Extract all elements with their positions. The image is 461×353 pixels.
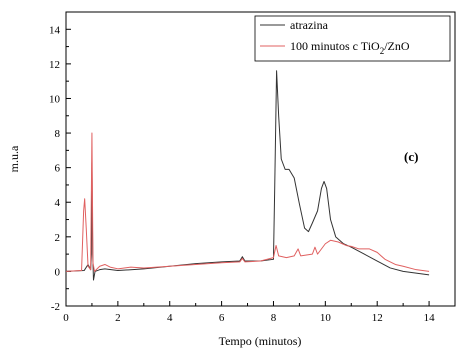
legend: atrazina 100 minutos c TiO2/ZnO xyxy=(254,15,451,62)
x-tick-label: 0 xyxy=(63,312,69,324)
legend-label-atrazina: atrazina xyxy=(290,18,329,32)
y-tick-label: 6 xyxy=(55,163,61,175)
x-tick-label: 12 xyxy=(372,312,383,324)
legend-box xyxy=(254,15,451,62)
y-tick-label: -2 xyxy=(51,301,60,313)
y-tick-label: 8 xyxy=(55,128,61,140)
x-tick-label: 2 xyxy=(115,312,121,324)
series-line-0 xyxy=(65,70,430,281)
x-tick-label: 4 xyxy=(167,312,173,324)
y-tick-label: 10 xyxy=(49,93,61,105)
y-tick-label: 14 xyxy=(49,24,61,36)
y-tick-label: 2 xyxy=(55,232,61,244)
annotation-label: (c) xyxy=(404,149,418,164)
x-tick-label: 14 xyxy=(424,312,436,324)
series-line-1 xyxy=(65,132,430,272)
y-tick-label: 12 xyxy=(49,59,60,71)
y-axis-title: m.u.a xyxy=(7,145,21,172)
x-axis-title: Tempo (minutos) xyxy=(219,334,302,348)
y-tick-label: 0 xyxy=(55,266,61,278)
x-tick-label: 6 xyxy=(219,312,225,324)
series-layer xyxy=(65,70,430,281)
x-tick-label: 10 xyxy=(320,312,332,324)
y-tick-label: 4 xyxy=(55,197,61,209)
x-tick-label: 8 xyxy=(271,312,277,324)
